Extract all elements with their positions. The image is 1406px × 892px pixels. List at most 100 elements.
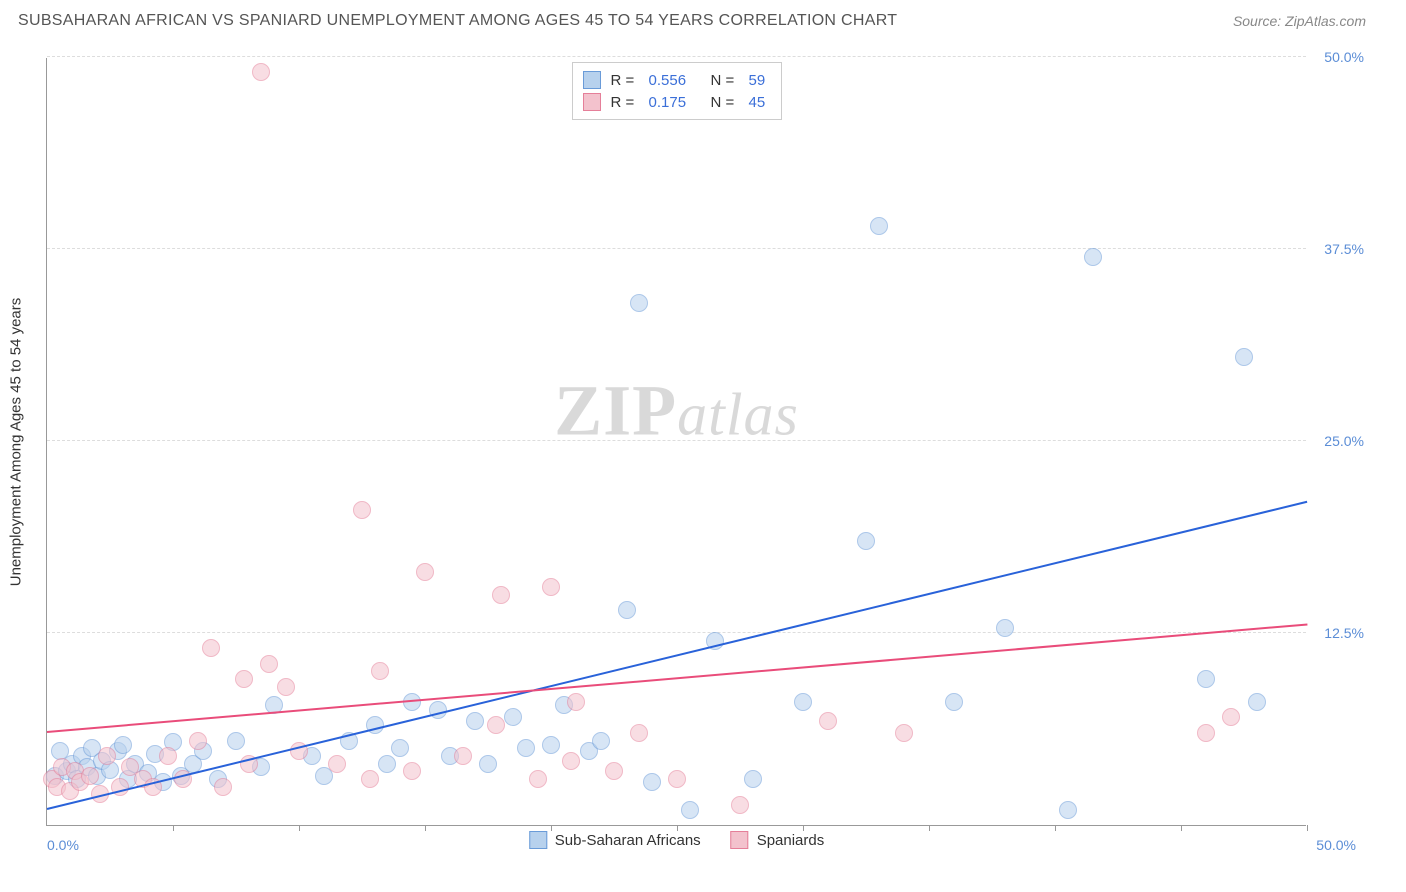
x-tick bbox=[1307, 825, 1308, 831]
data-point bbox=[1235, 348, 1253, 366]
data-point bbox=[371, 662, 389, 680]
data-point bbox=[1059, 801, 1077, 819]
swatch-series-2 bbox=[583, 93, 601, 111]
data-point bbox=[1222, 708, 1240, 726]
correlation-row-1: R = 0.556 N = 59 bbox=[583, 69, 771, 91]
data-point bbox=[567, 693, 585, 711]
data-point bbox=[630, 724, 648, 742]
y-tick-label: 12.5% bbox=[1324, 625, 1364, 641]
data-point bbox=[668, 770, 686, 788]
legend-label-2: Spaniards bbox=[757, 832, 825, 849]
data-point bbox=[517, 739, 535, 757]
n-value-1: 59 bbox=[749, 72, 771, 89]
x-tick bbox=[1055, 825, 1056, 831]
data-point bbox=[618, 601, 636, 619]
r-label: R = bbox=[611, 72, 639, 89]
chart-source: Source: ZipAtlas.com bbox=[1233, 13, 1366, 29]
data-point bbox=[227, 732, 245, 750]
data-point bbox=[391, 739, 409, 757]
data-point bbox=[562, 752, 580, 770]
data-point bbox=[895, 724, 913, 742]
legend-item-2: Spaniards bbox=[731, 831, 825, 849]
x-tick bbox=[299, 825, 300, 831]
x-tick bbox=[551, 825, 552, 831]
data-point bbox=[605, 762, 623, 780]
chart-title: SUBSAHARAN AFRICAN VS SPANIARD UNEMPLOYM… bbox=[18, 12, 897, 30]
y-tick-label: 25.0% bbox=[1324, 433, 1364, 449]
data-point bbox=[731, 796, 749, 814]
legend-label-1: Sub-Saharan Africans bbox=[555, 832, 701, 849]
x-tick bbox=[173, 825, 174, 831]
y-axis-title: Unemployment Among Ages 45 to 54 years bbox=[8, 298, 25, 587]
data-point bbox=[542, 578, 560, 596]
data-point bbox=[630, 294, 648, 312]
watermark-zip: ZIP bbox=[554, 370, 677, 450]
n-label: N = bbox=[711, 72, 739, 89]
r-value-1: 0.556 bbox=[649, 72, 701, 89]
data-point bbox=[819, 712, 837, 730]
data-point bbox=[529, 770, 547, 788]
data-point bbox=[492, 586, 510, 604]
data-point bbox=[277, 678, 295, 696]
gridline bbox=[47, 248, 1306, 249]
data-point bbox=[328, 755, 346, 773]
data-point bbox=[857, 532, 875, 550]
trend-line bbox=[47, 500, 1307, 809]
data-point bbox=[487, 716, 505, 734]
correlation-legend: R = 0.556 N = 59 R = 0.175 N = 45 bbox=[572, 62, 782, 120]
data-point bbox=[1248, 693, 1266, 711]
data-point bbox=[403, 762, 421, 780]
chart-container: Unemployment Among Ages 45 to 54 years Z… bbox=[46, 58, 1346, 826]
legend-item-1: Sub-Saharan Africans bbox=[529, 831, 701, 849]
data-point bbox=[744, 770, 762, 788]
data-point bbox=[159, 747, 177, 765]
data-point bbox=[189, 732, 207, 750]
data-point bbox=[353, 501, 371, 519]
series-legend: Sub-Saharan Africans Spaniards bbox=[529, 831, 824, 849]
n-label: N = bbox=[711, 94, 739, 111]
x-tick bbox=[1181, 825, 1182, 831]
x-tick bbox=[803, 825, 804, 831]
data-point bbox=[870, 217, 888, 235]
data-point bbox=[98, 747, 116, 765]
correlation-row-2: R = 0.175 N = 45 bbox=[583, 91, 771, 113]
data-point bbox=[260, 655, 278, 673]
data-point bbox=[202, 639, 220, 657]
watermark-atlas: atlas bbox=[677, 381, 799, 447]
data-point bbox=[361, 770, 379, 788]
swatch-series-1 bbox=[583, 71, 601, 89]
data-point bbox=[542, 736, 560, 754]
gridline bbox=[47, 56, 1306, 57]
x-tick bbox=[425, 825, 426, 831]
plot-area: ZIPatlas R = 0.556 N = 59 R = 0.175 N = … bbox=[46, 58, 1306, 826]
data-point bbox=[466, 712, 484, 730]
y-tick-label: 50.0% bbox=[1324, 49, 1364, 65]
data-point bbox=[1197, 724, 1215, 742]
x-tick bbox=[929, 825, 930, 831]
data-point bbox=[252, 63, 270, 81]
data-point bbox=[1084, 248, 1102, 266]
data-point bbox=[214, 778, 232, 796]
x-axis-max-label: 50.0% bbox=[1316, 837, 1356, 853]
data-point bbox=[996, 619, 1014, 637]
swatch-bottom-2 bbox=[731, 831, 749, 849]
data-point bbox=[454, 747, 472, 765]
data-point bbox=[114, 736, 132, 754]
r-value-2: 0.175 bbox=[649, 94, 701, 111]
data-point bbox=[81, 767, 99, 785]
chart-header: SUBSAHARAN AFRICAN VS SPANIARD UNEMPLOYM… bbox=[0, 0, 1406, 38]
data-point bbox=[479, 755, 497, 773]
data-point bbox=[416, 563, 434, 581]
data-point bbox=[592, 732, 610, 750]
gridline bbox=[47, 632, 1306, 633]
data-point bbox=[643, 773, 661, 791]
y-tick-label: 37.5% bbox=[1324, 241, 1364, 257]
data-point bbox=[681, 801, 699, 819]
data-point bbox=[378, 755, 396, 773]
data-point bbox=[235, 670, 253, 688]
r-label: R = bbox=[611, 94, 639, 111]
data-point bbox=[1197, 670, 1215, 688]
gridline bbox=[47, 440, 1306, 441]
data-point bbox=[794, 693, 812, 711]
n-value-2: 45 bbox=[749, 94, 771, 111]
